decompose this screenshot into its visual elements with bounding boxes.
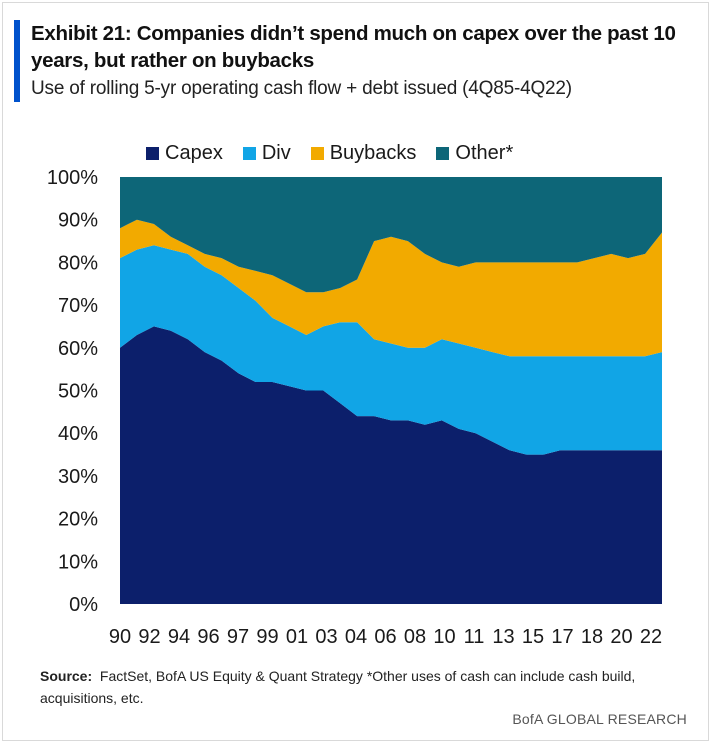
exhibit-title: Exhibit 21: Companies didn’t spend much … [31,22,676,72]
x-tick-label: 13 [492,626,514,648]
legend-label-div: Div [261,142,291,164]
x-tick-label: 17 [551,626,573,648]
legend-swatch-buybacks [310,147,324,160]
y-tick-label: 100% [47,167,98,189]
source-label: Source: [40,668,93,684]
x-tick-label: 04 [345,626,367,648]
x-tick-label: 03 [315,626,337,648]
y-tick-label: 0% [69,594,98,616]
x-tick-label: 22 [640,626,662,648]
legend-item-capex: Capex [146,142,223,165]
x-tick-label: 08 [404,626,426,648]
x-tick-label: 94 [168,626,190,648]
source-text: FactSet, BofA US Equity & Quant Strategy… [40,668,636,706]
y-tick-label: 30% [58,466,98,488]
legend-label-other: Other* [455,142,514,164]
x-tick-label: 15 [522,626,544,648]
x-tick-label: 01 [286,626,308,648]
y-tick-label: 70% [58,295,98,317]
y-tick-label: 40% [58,423,98,445]
x-tick-label: 11 [464,626,485,648]
y-tick-label: 80% [58,252,98,274]
x-tick-label: 20 [610,626,632,648]
legend-item-buybacks: Buybacks [310,142,417,165]
x-tick-label: 99 [256,626,278,648]
x-tick-label: 18 [581,626,603,648]
area-div [120,245,662,455]
area-other [120,177,662,293]
x-tick-label: 10 [433,626,455,648]
area-capex [120,326,662,604]
area-buybacks [120,219,662,357]
x-tick-label: 92 [138,626,160,648]
y-tick-label: 60% [58,338,98,360]
chart-legend: Capex Div Buybacks Other* [146,142,513,165]
legend-label-buybacks: Buybacks [329,142,417,164]
legend-item-div: Div [242,142,291,165]
legend-swatch-capex [146,147,159,160]
legend-swatch-div [242,147,256,160]
exhibit-subtitle: Use of rolling 5-yr operating cash flow … [31,78,572,99]
y-tick-label: 90% [58,210,98,232]
x-tick-label: 90 [109,626,131,648]
legend-swatch-other [436,147,450,160]
legend-item-other: Other* [436,142,513,165]
y-tick-label: 10% [58,551,98,573]
y-tick-label: 20% [58,509,98,531]
x-tick-label: 06 [374,626,396,648]
legend-label-capex: Capex [165,142,223,164]
x-tick-label: 97 [227,626,249,648]
research-credit: BofA GLOBAL RESEARCH [512,711,687,727]
source-note: Source: FactSet, BofA US Equity & Quant … [40,665,680,709]
x-tick-label: 96 [197,626,219,648]
title-accent-bar [14,20,20,102]
y-tick-label: 50% [58,381,98,403]
